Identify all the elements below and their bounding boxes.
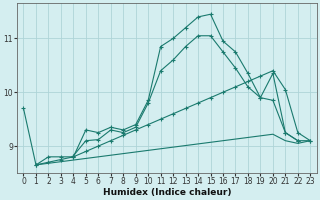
X-axis label: Humidex (Indice chaleur): Humidex (Indice chaleur)	[103, 188, 231, 197]
